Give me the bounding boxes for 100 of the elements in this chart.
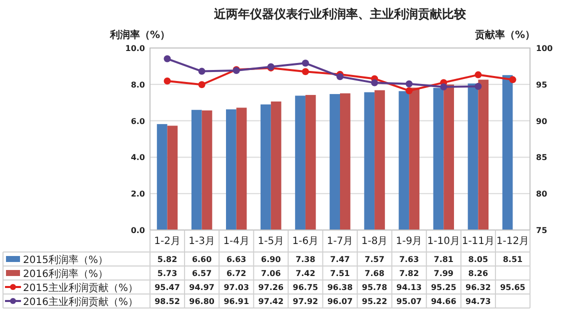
point	[302, 68, 309, 76]
data-label: 7.06	[261, 269, 282, 278]
x-tick-label: 1-9月	[396, 236, 422, 247]
chart-title: 近两年仪器仪表行业利润率、主业利润贡献比较	[213, 7, 467, 21]
data-label: 96.80	[189, 297, 215, 306]
data-label: 96.07	[327, 297, 353, 306]
data-label: 97.92	[292, 297, 318, 306]
data-label: 97.03	[224, 283, 250, 292]
data-label: 94.13	[396, 283, 422, 292]
x-tick-label: 1-12月	[496, 236, 530, 247]
data-label: 6.57	[192, 269, 212, 278]
point	[474, 82, 482, 90]
data-label: 94.73	[466, 297, 491, 306]
bar	[330, 94, 340, 230]
point	[371, 79, 378, 86]
y-tick-label: 2.0	[130, 190, 146, 199]
legend-label: 2016利润率（%）	[23, 268, 108, 280]
bar	[260, 104, 271, 230]
data-label: 98.52	[154, 297, 180, 306]
point	[198, 81, 206, 88]
bar	[374, 90, 385, 230]
data-label: 7.38	[296, 255, 316, 264]
y2-axis-title: 贡献率（%）	[474, 29, 535, 41]
data-label: 97.26	[258, 283, 284, 292]
data-label: 8.26	[468, 269, 488, 278]
data-label: 95.07	[396, 297, 422, 306]
point	[440, 83, 448, 90]
data-label: 7.81	[434, 255, 454, 264]
legend-label: 2016主业利润贡献（%）	[23, 296, 138, 308]
y2-tick-label: 75	[536, 226, 548, 235]
data-label: 7.68	[364, 269, 385, 278]
x-tick-label: 1-2月	[154, 236, 180, 247]
legend-label: 2015利润率（%）	[23, 254, 108, 266]
point	[509, 76, 516, 84]
data-label: 7.42	[296, 269, 316, 278]
data-label: 6.90	[261, 255, 282, 264]
bar	[444, 84, 454, 230]
data-label: 95.78	[362, 283, 388, 292]
data-label: 96.38	[327, 283, 354, 292]
data-label: 94.66	[430, 297, 457, 306]
bar	[191, 110, 202, 230]
point	[198, 68, 206, 75]
data-label: 94.97	[189, 283, 214, 292]
data-label: 7.51	[330, 269, 350, 278]
bar	[478, 80, 489, 230]
data-label: 95.47	[154, 283, 180, 292]
x-tick-label: 1-8月	[361, 236, 388, 247]
y-tick-label: 10.0	[125, 44, 146, 53]
y2-tick-label: 95	[536, 80, 548, 90]
x-tick-label: 1-5月	[258, 236, 284, 247]
x-tick-label: 1-10月	[427, 236, 460, 247]
bar	[468, 83, 478, 230]
data-label: 95.65	[500, 283, 526, 292]
data-label: 7.99	[434, 269, 454, 278]
x-tick-label: 1-4月	[223, 236, 250, 247]
data-label: 97.42	[258, 297, 284, 306]
data-label: 7.63	[399, 255, 419, 264]
y-tick-label: 6.0	[130, 116, 146, 126]
y-tick-label: 0.0	[130, 226, 146, 235]
bar	[270, 102, 282, 230]
y2-tick-label: 80	[536, 190, 548, 199]
y-tick-label: 4.0	[130, 153, 146, 162]
data-label: 95.22	[362, 297, 388, 306]
point	[164, 77, 171, 84]
bar	[167, 126, 178, 230]
data-label: 5.82	[157, 255, 178, 264]
bar	[202, 110, 212, 230]
x-tick-label: 1-7月	[326, 236, 354, 247]
bar	[364, 92, 375, 230]
point	[406, 80, 413, 88]
x-tick-label: 1-6月	[292, 236, 319, 247]
bar	[295, 96, 306, 230]
bar	[409, 88, 420, 230]
bar	[156, 124, 168, 230]
data-label: 6.72	[226, 269, 246, 278]
data-label: 7.47	[330, 255, 350, 264]
legend-label: 2015主业利润贡献（%）	[23, 282, 138, 294]
data-label: 7.57	[364, 255, 384, 264]
data-label: 8.51	[502, 255, 524, 264]
bar	[236, 108, 247, 230]
point	[406, 87, 413, 94]
point	[336, 73, 344, 80]
bar	[398, 91, 410, 230]
y2-tick-label: 100	[536, 44, 554, 53]
y2-tick-label: 90	[536, 116, 548, 126]
bar	[433, 88, 444, 230]
x-tick-label: 1-11月	[462, 236, 495, 247]
data-label: 6.63	[226, 255, 246, 264]
bar	[226, 109, 236, 230]
data-label: 6.60	[192, 255, 212, 264]
data-label: 8.05	[468, 255, 488, 264]
data-label: 96.32	[466, 283, 491, 292]
point	[164, 55, 171, 62]
y-tick-label: 8.0	[130, 80, 146, 90]
bar	[340, 93, 350, 230]
bar	[305, 94, 316, 230]
data-label: 96.75	[292, 283, 319, 292]
y2-tick-label: 85	[536, 153, 548, 162]
data-label: 5.73	[157, 269, 178, 278]
point	[302, 60, 309, 67]
